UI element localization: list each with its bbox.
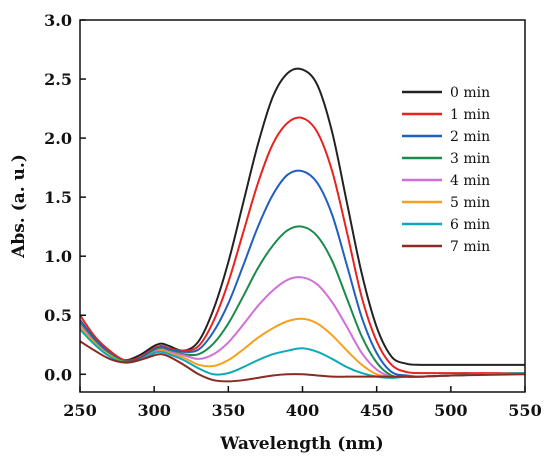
y-tick-label: 0.5 <box>44 306 72 325</box>
legend-label: 5 min <box>450 195 490 211</box>
legend-label: 4 min <box>450 173 490 189</box>
y-tick-label: 1.0 <box>44 247 72 266</box>
series-line-4 <box>79 276 526 379</box>
legend: 0 min 1 min 2 min 3 min 4 min 5 min 6 min 7 min <box>402 85 490 255</box>
x-tick-label: 500 <box>434 401 467 420</box>
x-tick-label: 400 <box>286 401 319 420</box>
y-tick-label: 2.0 <box>44 129 72 148</box>
y-tick-label: 2.5 <box>44 70 72 89</box>
x-axis-label: Wavelength (nm) <box>219 434 383 454</box>
legend-label: 2 min <box>450 129 490 145</box>
series-layer <box>79 67 526 383</box>
x-tick-label: 250 <box>63 401 96 420</box>
y-tick-label: 0.0 <box>44 365 72 384</box>
series-line-7 <box>79 340 526 383</box>
series-line-0 <box>79 67 525 366</box>
y-axis-label: Abs. (a. u.) <box>9 154 29 259</box>
x-tick-label: 550 <box>508 401 541 420</box>
y-tick-label: 1.5 <box>44 188 72 207</box>
x-tick-label: 300 <box>137 401 170 420</box>
x-tick-label: 450 <box>360 401 393 420</box>
series-line-2 <box>79 169 526 378</box>
legend-label: 3 min <box>450 151 490 167</box>
legend-label: 7 min <box>450 239 490 255</box>
y-tick-label: 3.0 <box>44 11 72 30</box>
legend-label: 1 min <box>450 107 490 123</box>
legend-label: 6 min <box>450 217 490 233</box>
ticks-layer: 250 300 350 400 450 500 550 0.0 0.5 1.0 1.5 2.0 2.5 3… <box>44 11 542 420</box>
legend-label: 0 min <box>450 85 490 101</box>
x-tick-label: 350 <box>212 401 245 420</box>
